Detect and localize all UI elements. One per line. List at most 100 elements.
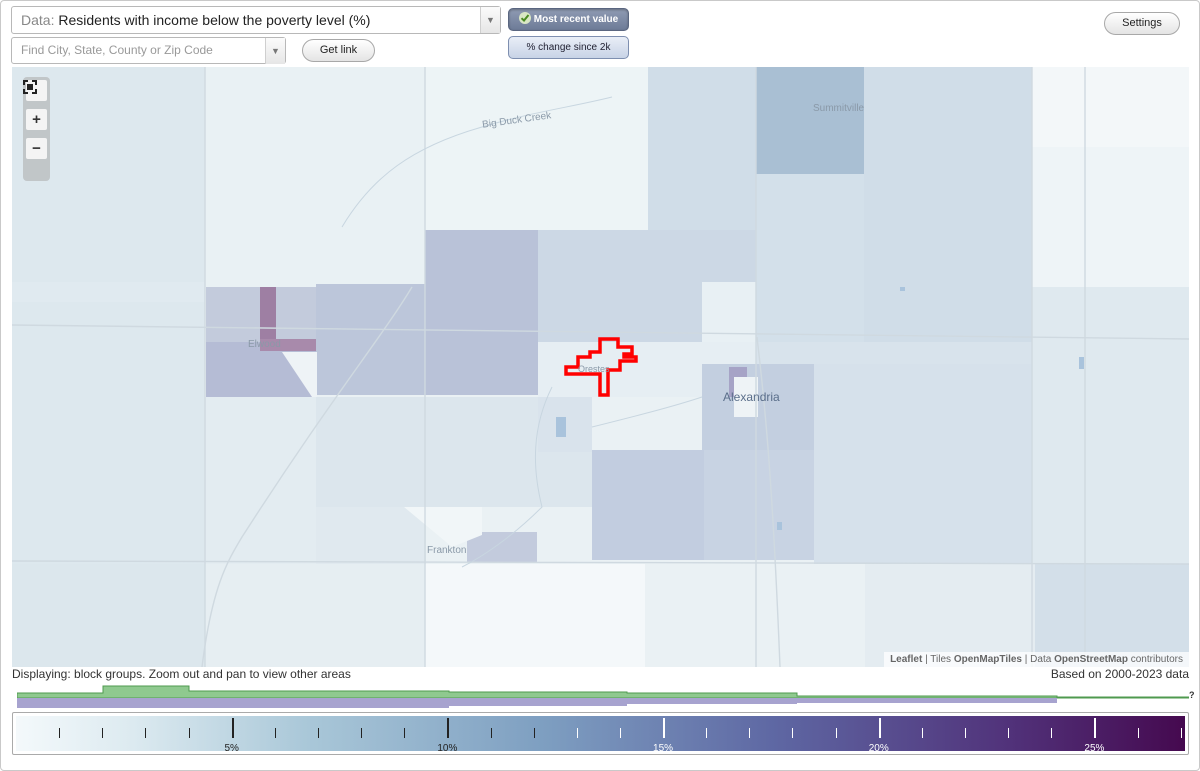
place-label: Frankton	[427, 545, 467, 556]
histogram-green	[17, 685, 1189, 699]
zoom-in-button[interactable]: +	[26, 109, 47, 130]
legend-major-tick	[878, 718, 881, 738]
map-zoom-controls: + −	[23, 77, 50, 181]
legend-minor-tick	[361, 728, 363, 738]
block-group	[12, 564, 205, 667]
block-group	[1035, 564, 1189, 667]
help-icon[interactable]: ?	[1189, 690, 1195, 700]
block-group	[425, 67, 648, 230]
fullscreen-icon	[23, 80, 37, 94]
attribution-data-prefix: Data	[1030, 654, 1052, 665]
block-group	[864, 67, 1032, 342]
data-range-note: Based on 2000-2023 data	[1050, 667, 1189, 681]
legend-major-tick	[1094, 718, 1097, 738]
legend-minor-tick	[749, 728, 751, 738]
block-group	[316, 284, 425, 395]
legend-minor-tick	[1137, 728, 1139, 738]
roads	[12, 67, 1189, 667]
map[interactable]: Big Duck Creek Summitville Elwood Alexan…	[12, 67, 1189, 667]
block-group	[205, 564, 425, 667]
most-recent-label: Most recent value	[533, 14, 619, 25]
legend-major-tick	[231, 718, 234, 738]
block-group	[1032, 67, 1189, 147]
data-select[interactable]: Data: Residents with income below the po…	[11, 6, 501, 34]
place-label: Orestes	[578, 364, 610, 374]
block-group	[648, 67, 756, 230]
legend-minor-tick	[102, 728, 104, 738]
histogram-purple	[17, 698, 1057, 708]
block-group	[592, 450, 704, 560]
plus-icon: +	[32, 111, 41, 128]
place-label: Summitville	[813, 103, 865, 114]
settings-button[interactable]: Settings	[1104, 12, 1180, 35]
openstreetmap-link[interactable]: OpenStreetMap	[1054, 654, 1128, 665]
search-placeholder: Find City, State, County or Zip Code	[21, 43, 213, 57]
color-scale-bar: 5% 10% 15% 20% 25%	[16, 716, 1185, 754]
legend-minor-tick	[404, 728, 406, 738]
legend-minor-tick	[145, 728, 147, 738]
legend-minor-tick	[921, 728, 923, 738]
legend-minor-tick	[619, 728, 621, 738]
search-input[interactable]: Find City, State, County or Zip Code ▼	[11, 37, 286, 64]
block-group	[756, 174, 864, 342]
legend-minor-tick	[533, 728, 535, 738]
water	[556, 287, 1084, 530]
data-select-value: Residents with income below the poverty …	[58, 12, 371, 28]
block-group	[404, 507, 482, 547]
legend-minor-tick	[490, 728, 492, 738]
block-group	[282, 352, 317, 397]
legend-minor-tick	[188, 728, 190, 738]
block-group	[809, 147, 867, 174]
legend-minor-tick	[1008, 728, 1010, 738]
map-canvas	[12, 67, 1189, 667]
openmaptiles-link[interactable]: OpenMapTiles	[953, 654, 1022, 665]
legend-minor-tick	[576, 728, 578, 738]
block-group	[12, 282, 205, 302]
attribution-contributors: contributors	[1130, 654, 1183, 665]
pct-change-toggle[interactable]: % change since 2k	[508, 36, 629, 59]
legend-tick-label: 15%	[653, 743, 674, 754]
legend-minor-tick	[317, 728, 319, 738]
block-group	[316, 507, 426, 564]
block-group	[260, 287, 276, 351]
legend-minor-tick	[706, 728, 708, 738]
distribution-histogram	[17, 685, 1189, 708]
get-link-button[interactable]: Get link	[302, 39, 375, 62]
block-group	[704, 450, 814, 560]
fullscreen-button[interactable]	[23, 80, 47, 101]
chevron-down-icon[interactable]: ▼	[265, 38, 285, 64]
block-group	[734, 377, 758, 417]
block-group	[425, 230, 538, 395]
legend-minor-tick	[1180, 728, 1182, 738]
block-group	[205, 67, 425, 287]
legend-minor-tick	[1051, 728, 1053, 738]
minus-icon: −	[32, 140, 41, 157]
map-attribution: Leaflet | Tiles OpenMapTiles | Data Open…	[884, 652, 1189, 667]
legend-tick-label: 20%	[868, 743, 889, 754]
block-group	[814, 364, 1032, 564]
data-select-prefix: Data:	[21, 12, 55, 28]
block-group	[425, 564, 645, 667]
block-group	[702, 282, 756, 342]
selected-area-outline	[564, 337, 638, 397]
check-icon	[518, 12, 531, 24]
displaying-note: Displaying: block groups. Zoom out and p…	[12, 667, 351, 681]
zoom-out-button[interactable]: −	[26, 138, 47, 159]
legend-minor-tick	[792, 728, 794, 738]
block-group	[205, 397, 316, 564]
attribution-tiles-prefix: Tiles	[930, 654, 952, 665]
leaflet-link[interactable]: Leaflet	[890, 654, 923, 665]
legend-minor-tick	[835, 728, 837, 738]
legend-minor-tick	[965, 728, 966, 738]
block-group	[1032, 147, 1189, 287]
block-group	[260, 339, 316, 351]
block-group	[1032, 287, 1189, 564]
block-group	[467, 532, 537, 562]
legend-tick-label: 25%	[1084, 743, 1105, 754]
block-group	[865, 564, 1035, 667]
most-recent-value-toggle[interactable]: Most recent value	[508, 8, 629, 31]
creeks	[341, 96, 703, 568]
legend-major-tick	[663, 718, 666, 738]
legend-major-tick	[447, 718, 450, 738]
chevron-down-icon[interactable]: ▼	[480, 7, 500, 33]
